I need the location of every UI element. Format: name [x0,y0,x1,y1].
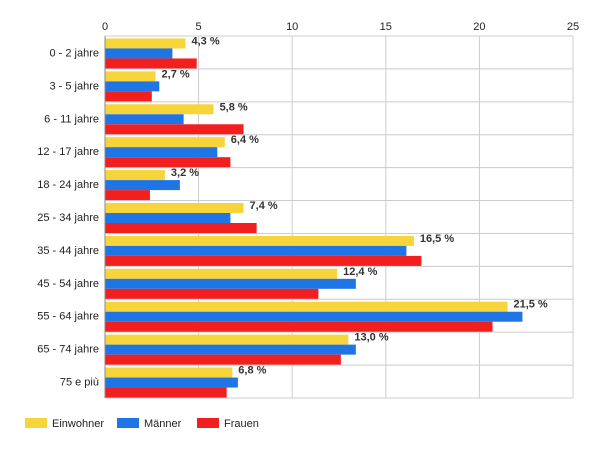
bar-m-nner [105,81,160,92]
bar-frauen [105,58,197,69]
data-label: 2,7 % [162,68,190,80]
bar-m-nner [105,344,356,355]
category-label: 55 - 64 jahre [37,311,99,323]
bar-einwohner [105,367,233,378]
data-label: 4,3 % [191,35,219,47]
data-label: 5,8 % [220,101,248,113]
bar-einwohner [105,235,414,246]
x-tick-label: 15 [380,21,392,33]
legend: Einwohner Männer Frauen [25,418,259,430]
x-tick-label: 10 [286,21,298,33]
bar-frauen [105,124,244,135]
bar-einwohner [105,301,508,312]
category-label: 65 - 74 jahre [37,344,99,356]
data-labels: 4,3 % 2,7 % 5,8 % 6,4 % 3,2 % 7,4 % 16,5 % 12,4… [162,35,548,376]
legend-label: Frauen [224,418,259,430]
bar-frauen [105,387,227,398]
bar-frauen [105,288,319,299]
bar-einwohner [105,71,156,82]
legend-swatch [197,418,219,428]
grid [104,35,574,399]
category-label: 35 - 44 jahre [37,245,99,257]
data-label: 6,4 % [231,134,259,146]
bar-einwohner [105,203,244,213]
x-tick-label: 20 [473,21,485,33]
category-label: 12 - 17 jahre [37,146,99,158]
x-tick-label: 5 [196,21,202,33]
bar-m-nner [105,278,356,289]
bar-frauen [105,354,341,365]
bar-m-nner [105,213,231,223]
bar-m-nner [105,48,173,59]
bar-m-nner [105,377,238,388]
bar-einwohner [105,38,186,49]
bar-einwohner [105,170,165,181]
bar-m-nner [105,180,180,191]
category-label: 45 - 54 jahre [37,278,99,290]
category-axis: 0 - 2 jahre 3 - 5 jahre 6 - 11 jahre 12 - 1… [37,47,99,388]
bar-frauen [105,223,257,233]
category-label: 6 - 11 jahre [44,113,99,125]
category-label: 25 - 34 jahre [37,212,99,224]
legend-label: Männer [144,418,182,430]
bar-m-nner [105,245,407,256]
category-label: 3 - 5 jahre [49,80,99,92]
legend-swatch [117,418,139,428]
data-label: 13,0 % [354,332,388,344]
category-label: 75 e più [60,377,99,389]
bar-einwohner [105,104,214,115]
data-label: 16,5 % [420,233,454,245]
bar-m-nner [105,311,523,322]
x-axis: 0 5 10 15 20 25 [102,21,579,398]
bars [105,38,523,398]
bar-m-nner [105,114,184,125]
legend-swatch [25,418,47,428]
bar-frauen [105,157,231,168]
bar-einwohner [105,137,225,148]
data-label: 3,2 % [171,167,199,179]
bar-einwohner [105,334,349,345]
category-label: 18 - 24 jahre [37,179,99,191]
legend-label: Einwohner [52,418,104,430]
bar-m-nner [105,147,218,158]
x-tick-label: 0 [102,21,108,33]
data-label: 21,5 % [513,299,547,311]
bar-frauen [105,91,152,102]
x-tick-label: 25 [567,21,579,33]
data-label: 6,8 % [238,365,266,377]
bar-frauen [105,255,422,266]
bar-einwohner [105,268,338,279]
data-label: 7,4 % [250,200,278,212]
bar-frauen [105,321,493,332]
data-label: 12,4 % [343,266,377,278]
bar-frauen [105,190,150,201]
category-label: 0 - 2 jahre [49,47,99,59]
